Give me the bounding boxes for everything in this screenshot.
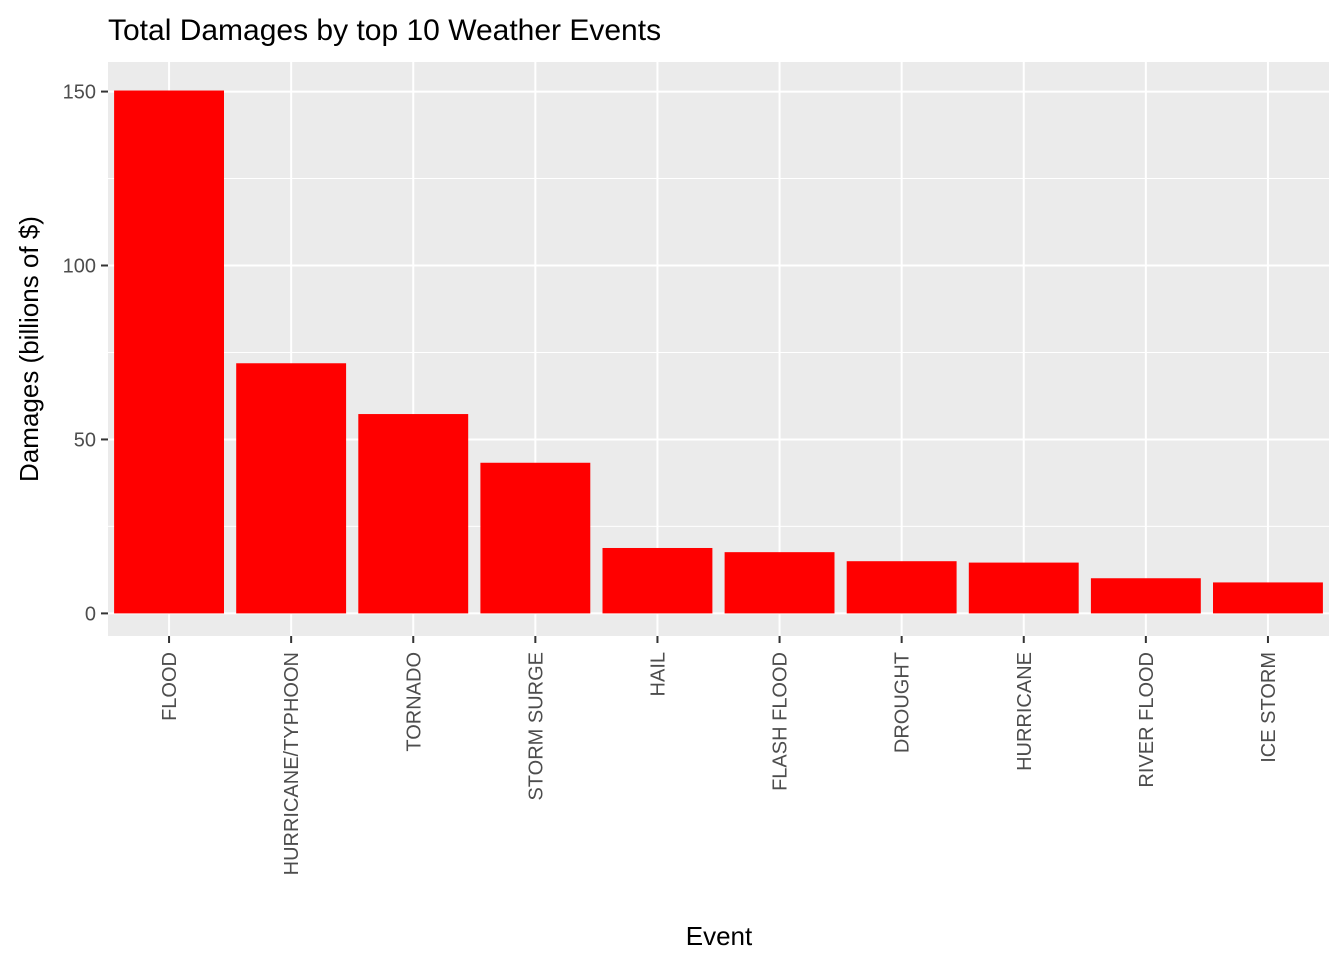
bar-hail [602,547,713,614]
bars [114,90,1323,614]
x-tick-label: RIVER FLOOD [1136,652,1158,788]
bar-ice-storm [1213,582,1323,614]
x-tick-label: ICE STORM [1258,652,1280,763]
y-tick-label: 0 [85,603,96,625]
y-axis: 0 50 100 150 [63,82,108,625]
x-tick-label: HURRICANE [1014,652,1036,771]
x-axis: FLOOD HURRICANE/TYPHOON TORNADO STORM SURGE… [159,636,1280,875]
y-tick-label: 100 [63,256,96,278]
x-tick-label: HAIL [647,652,669,696]
bar-flash-flood [724,552,835,614]
bar-hurricane [968,562,1079,614]
x-tick-label: HURRICANE/TYPHOON [281,652,303,875]
x-axis-title: Event [686,921,753,951]
bar-tornado [358,414,469,614]
y-axis-title: Damages (billions of $) [14,216,44,482]
chart-title: Total Damages by top 10 Weather Events [108,14,661,47]
x-tick-label: FLASH FLOOD [770,652,792,791]
bar-flood [114,90,224,614]
bar-drought [846,561,957,614]
y-tick-label: 50 [74,429,96,451]
bar-storm-surge [480,462,591,614]
x-tick-label: FLOOD [159,652,181,721]
bar-hurricane-typhoon [236,363,347,614]
bar-river-flood [1090,578,1201,614]
x-tick-label: DROUGHT [892,652,914,753]
y-tick-label: 150 [63,82,96,104]
x-tick-label: STORM SURGE [525,652,547,801]
x-tick-label: TORNADO [403,652,425,752]
